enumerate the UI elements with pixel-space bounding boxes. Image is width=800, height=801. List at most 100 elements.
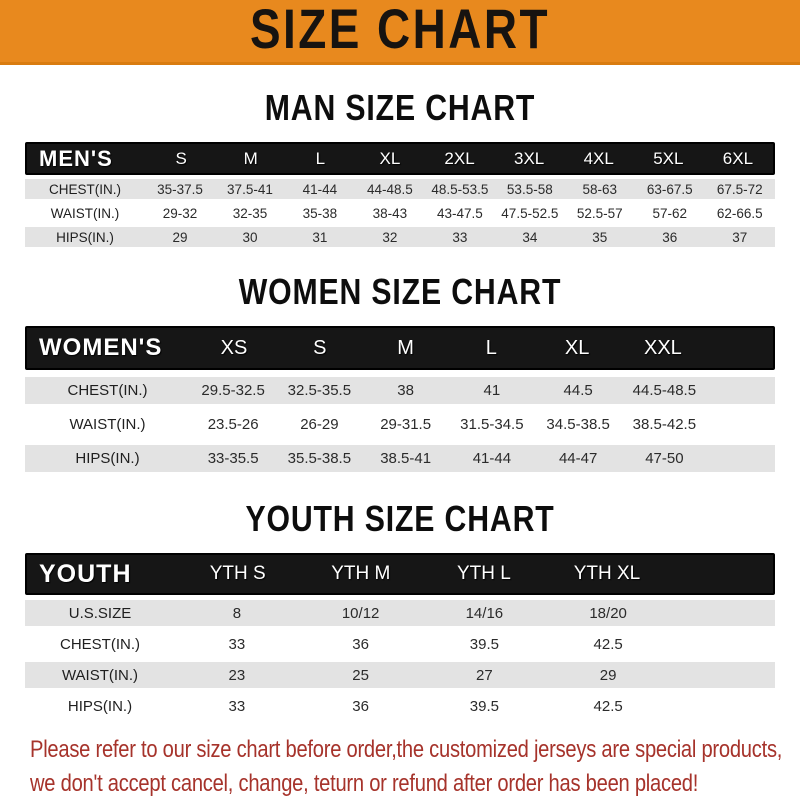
women-table-cell: 32.5-35.5 (287, 382, 352, 399)
men-table-row: WAIST(IN.) 29-32 32-35 35-38 38-43 43-47.5 47.… (25, 203, 775, 223)
men-table-cell: 29-32 (162, 205, 198, 221)
youth-table-cell: 33 (228, 697, 246, 715)
men-column-header: 3XL (514, 148, 545, 168)
men-section-heading: MAN SIZE CHART (0, 87, 800, 129)
youth-row-label: U.S.SIZE (68, 604, 132, 622)
women-table-row: HIPS(IN.) 33-35.5 35.5-38.5 38.5-41 41-44 44-… (25, 445, 775, 472)
disclaimer-line-2: we don't accept cancel, change, teturn o… (30, 770, 699, 797)
men-column-header: 2XL (444, 148, 475, 168)
youth-row-label: CHEST(IN.) (60, 635, 140, 653)
women-table-cell: 26-29 (300, 416, 339, 433)
men-table-cell: 35-38 (302, 205, 338, 221)
men-table-label: MEN'S (39, 145, 113, 171)
men-column-header: M (243, 148, 258, 168)
women-section-heading: WOMEN SIZE CHART (0, 271, 800, 313)
youth-row-label: WAIST(IN.) (61, 666, 139, 684)
men-table-cell: 47.5-52.5 (501, 205, 559, 221)
men-table-cell: 35-37.5 (157, 181, 203, 197)
men-table-cell: 48.5-53.5 (431, 181, 489, 197)
women-table-cell: 29-31.5 (380, 416, 432, 433)
men-table-cell: 32 (382, 229, 398, 245)
men-table-header-bar: MEN'S S M L XL 2XL 3XL 4XL 5XL 6XL (25, 142, 775, 175)
men-table-cell: 31 (312, 229, 328, 245)
men-table-cell: 53.5-58 (506, 181, 553, 197)
men-column-header: 4XL (583, 148, 614, 168)
youth-table-row: HIPS(IN.) 33 36 39.5 42.5 (25, 693, 775, 719)
size-chart-banner: SIZE CHART (0, 0, 800, 65)
men-table-row: HIPS(IN.) 29 30 31 32 33 34 35 36 37 (25, 227, 775, 247)
women-table-row: WAIST(IN.) 23.5-26 26-29 29-31.5 31.5-34.5 34… (25, 411, 775, 438)
men-column-header: S (175, 148, 187, 168)
youth-section-heading-text: YOUTH SIZE CHART (245, 498, 555, 539)
women-table-cell: 44.5-48.5 (632, 382, 697, 399)
women-table-cell: 44-47 (558, 450, 598, 467)
youth-table-cell: 39.5 (469, 697, 499, 715)
women-table-cell: 34.5-38.5 (546, 416, 610, 433)
youth-table-cell: 36 (352, 697, 369, 715)
women-column-header: XXL (644, 336, 682, 359)
women-column-header: XL (564, 336, 590, 359)
youth-table-cell: 10/12 (341, 604, 380, 622)
men-table-cell: 43-47.5 (436, 205, 483, 221)
youth-table-cell: 42.5 (593, 697, 623, 715)
youth-column-header: YTH S (209, 563, 266, 584)
youth-column-header: YTH XL (573, 563, 641, 584)
women-column-header: XS (220, 336, 248, 359)
youth-size-table: YOUTH YTH S YTH M YTH L YTH XL U.S.SIZE 8 10/12… (25, 553, 775, 719)
men-table-cell: 58-63 (582, 181, 618, 197)
men-table-cell: 41-44 (302, 181, 338, 197)
women-size-section: WOMEN SIZE CHART WOMEN'S XS S M L XL XXL CHEST(… (0, 271, 800, 472)
women-column-header: L (485, 336, 497, 359)
men-table-cell: 44-48.5 (366, 181, 413, 197)
youth-section-heading: YOUTH SIZE CHART (0, 498, 800, 540)
women-table-cell: 41 (483, 382, 501, 399)
men-table-cell: 34 (522, 229, 538, 245)
men-table-cell: 33 (452, 229, 468, 245)
men-table-cell: 62-66.5 (716, 205, 763, 221)
women-table-cell: 31.5-34.5 (460, 416, 524, 433)
men-table-cell: 63-67.5 (646, 181, 693, 197)
youth-table-cell: 8 (232, 604, 242, 622)
youth-table-row: U.S.SIZE 8 10/12 14/16 18/20 (25, 600, 775, 626)
men-table-cell: 67.5-72 (716, 181, 763, 197)
youth-table-cell: 27 (476, 666, 493, 684)
women-column-header: S (313, 336, 327, 359)
youth-table-cell: 36 (352, 635, 369, 653)
men-table-cell: 32-35 (232, 205, 268, 221)
men-table-cell: 57-62 (652, 205, 688, 221)
youth-table-cell: 23 (228, 666, 246, 684)
men-column-header: L (315, 148, 326, 168)
men-size-section: MAN SIZE CHART MEN'S S M L XL 2XL 3XL 4XL 5XL 6XL… (0, 87, 800, 247)
banner-title: SIZE CHART (249, 0, 551, 60)
women-row-label: WAIST(IN.) (69, 416, 146, 433)
youth-column-header: YTH L (456, 563, 511, 584)
women-table-header-bar: WOMEN'S XS S M L XL XXL (25, 326, 775, 370)
men-column-header: XL (379, 148, 401, 168)
youth-column-header: YTH M (331, 563, 391, 584)
men-column-header: 6XL (722, 148, 754, 168)
women-table-cell: 47-50 (645, 450, 684, 467)
women-row-label: CHEST(IN.) (67, 382, 148, 399)
women-section-heading-text: WOMEN SIZE CHART (238, 271, 562, 312)
men-size-table: MEN'S S M L XL 2XL 3XL 4XL 5XL 6XL CHEST(IN.) 35-37… (25, 142, 775, 247)
women-table-cell: 33-35.5 (207, 450, 259, 467)
women-table-row: CHEST(IN.) 29.5-32.5 32.5-35.5 38 41 44.5 44.5… (25, 377, 775, 404)
men-table-cell: 36 (662, 229, 678, 245)
men-row-label: WAIST(IN.) (50, 205, 120, 221)
youth-table-cell: 14/16 (465, 604, 504, 622)
men-table-cell: 29 (172, 229, 188, 245)
men-row-label: CHEST(IN.) (49, 181, 121, 197)
women-row-label: HIPS(IN.) (75, 450, 140, 467)
youth-table-cell: 39.5 (469, 635, 499, 653)
youth-table-cell: 29 (599, 666, 617, 684)
women-table-cell: 23.5-26 (207, 416, 259, 433)
women-table-label: WOMEN'S (39, 334, 163, 361)
women-table-cell: 38.5-41 (380, 450, 432, 467)
women-table-cell: 41-44 (472, 450, 512, 467)
women-table-cell: 38.5-42.5 (632, 416, 697, 433)
youth-table-row: WAIST(IN.) 23 25 27 29 (25, 662, 775, 688)
women-size-table: WOMEN'S XS S M L XL XXL CHEST(IN.) 29.5-32.5 32.5… (25, 326, 775, 472)
women-table-cell: 35.5-38.5 (287, 450, 352, 467)
women-table-cell: 29.5-32.5 (201, 382, 265, 399)
men-row-label: HIPS(IN.) (56, 229, 114, 245)
